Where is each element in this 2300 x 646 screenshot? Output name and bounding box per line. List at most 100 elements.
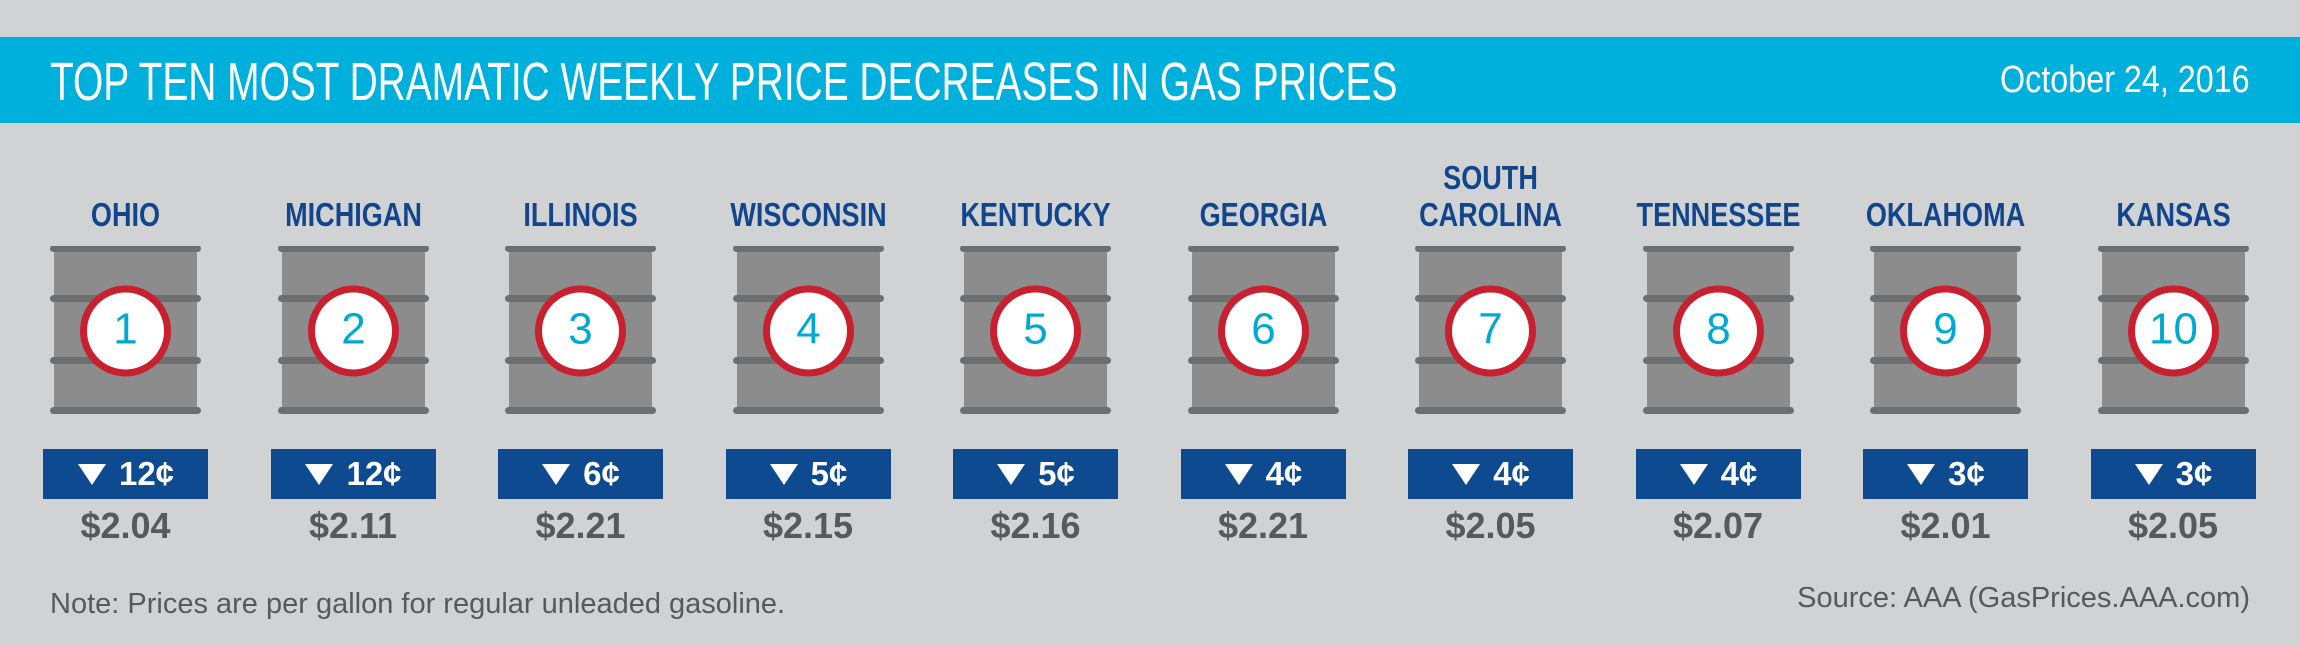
barrel: 5	[960, 246, 1111, 414]
change-box: 5¢	[725, 449, 891, 499]
state-name: WISCONSIN	[729, 196, 887, 233]
rank-number: 2	[341, 305, 365, 354]
change-box: 12¢	[270, 449, 436, 499]
change: 4¢	[1493, 455, 1530, 492]
state-name: TENNESSEE	[1636, 196, 1800, 233]
down-arrow	[305, 464, 334, 485]
note: Note: Prices are per gallon for regular …	[50, 588, 786, 620]
rank-number: 7	[1478, 305, 1502, 354]
down-arrow	[542, 464, 571, 485]
state-name: SOUTH CAROLINA	[1419, 159, 1562, 233]
price: $2.16	[990, 505, 1081, 546]
item: WISCONSIN 4 5¢ $2.15	[695, 0, 922, 560]
barrel: 9	[1870, 246, 2021, 414]
price: $2.04	[80, 505, 171, 546]
state-name: OHIO	[90, 196, 161, 233]
item: KANSAS 10 3¢ $2.05	[2060, 0, 2287, 560]
rank-circle	[307, 285, 399, 377]
change-box: 4¢	[1180, 449, 1346, 499]
barrel-rib	[960, 246, 1111, 252]
barrel-rib	[277, 246, 429, 252]
barrel-rib	[50, 407, 201, 414]
down-arrow	[77, 464, 106, 485]
barrel-rib	[732, 407, 884, 414]
item: GEORGIA 6 4¢ $2.21	[1150, 0, 1377, 560]
barrel-rib	[1415, 246, 1566, 252]
change-box: 5¢	[953, 449, 1118, 499]
change: 6¢	[583, 455, 620, 492]
rank-circle	[990, 285, 1081, 377]
barrel-rib	[1187, 407, 1339, 414]
price: $2.01	[1900, 505, 1991, 546]
barrel: 2	[277, 246, 429, 414]
change-box: 3¢	[1863, 449, 2028, 499]
change: 3¢	[2175, 455, 2213, 492]
price: $2.21	[535, 505, 626, 546]
change: 5¢	[1038, 455, 1075, 492]
barrel-rib	[1415, 407, 1566, 414]
change: 5¢	[810, 455, 848, 492]
down-arrow-shape	[2134, 464, 2163, 485]
down-arrow-shape	[997, 464, 1026, 485]
barrel: 1	[50, 246, 201, 414]
rank-number: 8	[1706, 305, 1730, 354]
barrel-rib	[505, 407, 656, 414]
state-name: MICHIGAN	[284, 196, 422, 233]
barrel-rib	[1642, 246, 1794, 252]
barrel-rib	[277, 407, 429, 414]
down-arrow	[997, 464, 1026, 485]
rank-number: 1	[113, 305, 137, 354]
barrel-rib	[960, 407, 1111, 414]
rank-circle	[1672, 285, 1764, 377]
down-arrow-shape	[77, 464, 106, 485]
barrel-rib	[1642, 407, 1794, 414]
down-arrow-shape	[769, 464, 798, 485]
rank-number: 4	[796, 305, 820, 354]
item: MICHIGAN 2 12¢ $2.11	[240, 0, 467, 560]
rank-number: 9	[1933, 305, 1957, 354]
rank-circle	[1900, 285, 1991, 377]
price: $2.07	[1672, 505, 1764, 546]
price: $2.21	[1217, 505, 1309, 546]
barrel-rib	[2097, 246, 2249, 252]
header-bar: TOP TEN MOST DRAMATIC WEEKLY PRICE DECRE…	[0, 37, 2300, 123]
price: $2.05	[2127, 505, 2219, 546]
rank-circle	[1217, 285, 1309, 377]
rank-circle	[80, 285, 171, 377]
change-box: 4¢	[1408, 449, 1573, 499]
change: 12¢	[346, 455, 402, 492]
barrel-rib	[1870, 407, 2021, 414]
barrel-rib	[2097, 407, 2249, 414]
down-arrow-shape	[1224, 464, 1253, 485]
change-box: 12¢	[43, 449, 208, 499]
change-box: 4¢	[1635, 449, 1801, 499]
change: 3¢	[1948, 455, 1985, 492]
price: $2.05	[1445, 505, 1536, 546]
barrel: 8	[1642, 246, 1794, 414]
item: ILLINOIS 3 6¢ $2.21	[467, 0, 694, 560]
down-arrow	[769, 464, 798, 485]
barrel-rib	[732, 246, 884, 252]
down-arrow-shape	[1907, 464, 1936, 485]
barrel-rib	[1187, 246, 1339, 252]
price: $2.15	[762, 505, 854, 546]
item: SOUTH CAROLINA 7 4¢ $2.05	[1377, 0, 1604, 560]
barrel: 7	[1415, 246, 1566, 414]
rank-circle	[2127, 285, 2219, 377]
down-arrow-shape	[542, 464, 571, 485]
barrel: 6	[1187, 246, 1339, 414]
price: $2.11	[308, 505, 398, 546]
down-arrow	[1452, 464, 1481, 485]
item: TENNESSEE 8 4¢ $2.07	[1605, 0, 1832, 560]
barrel: 10	[2097, 246, 2249, 414]
state-name: KANSAS	[2115, 196, 2231, 233]
barrel: 4	[732, 246, 884, 414]
barrel-rib	[1870, 246, 2021, 252]
down-arrow	[1679, 464, 1708, 485]
state-name: ILLINOIS	[523, 196, 638, 233]
down-arrow	[1907, 464, 1936, 485]
barrel: 3	[505, 246, 656, 414]
rank-circle	[762, 285, 854, 377]
state-name: KENTUCKY	[960, 196, 1111, 233]
